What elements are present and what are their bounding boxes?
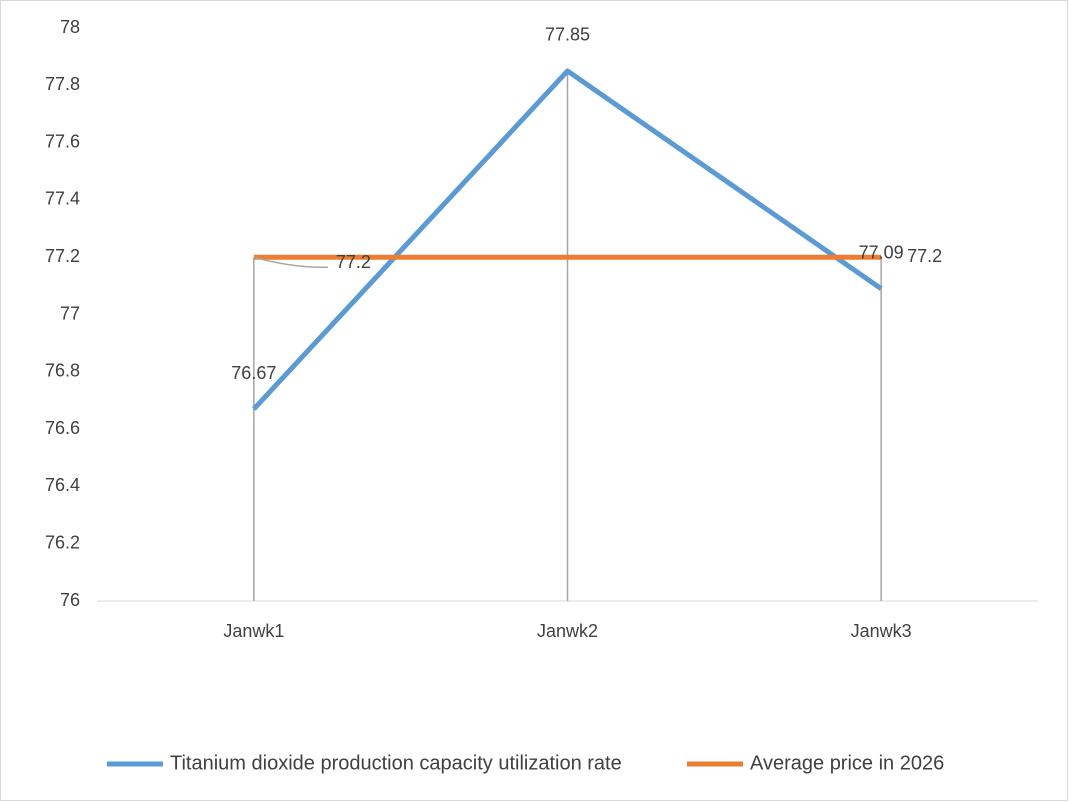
y-tick-label: 77.2: [45, 246, 80, 266]
data-label: 77.85: [545, 25, 590, 45]
series-line: [252, 68, 883, 411]
y-tick-label: 76.8: [45, 361, 80, 381]
data-label: 76.67: [231, 363, 276, 383]
y-tick-label: 77.4: [45, 189, 80, 209]
x-tick-label: Janwk3: [851, 621, 912, 641]
y-tick-label: 77.6: [45, 131, 80, 151]
y-tick-label: 77: [60, 303, 80, 323]
x-tick-label: Janwk1: [223, 621, 284, 641]
data-label: 77.09: [859, 242, 904, 262]
legend-label: Average price in 2026: [750, 752, 944, 774]
y-tick-label: 76.4: [45, 475, 80, 495]
y-tick-label: 76.2: [45, 532, 80, 552]
legend-label: Titanium dioxide production capacity uti…: [170, 752, 622, 774]
y-tick-label: 77.8: [45, 74, 80, 94]
leader-line: [253, 256, 328, 269]
y-tick-label: 76.6: [45, 418, 80, 438]
data-label: 77.2: [907, 246, 942, 266]
y-tick-label: 78: [60, 17, 80, 37]
x-tick-label: Janwk2: [537, 621, 598, 641]
y-tick-label: 76: [60, 590, 80, 610]
data-label: 77.2: [336, 252, 371, 272]
